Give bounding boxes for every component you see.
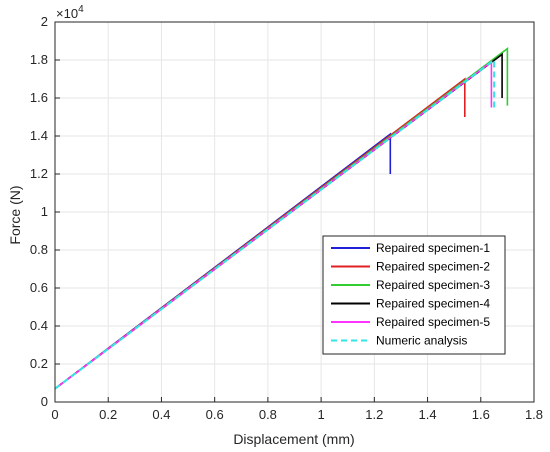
- x-tick-label: 1.6: [472, 407, 490, 422]
- x-tick-label: 0.8: [259, 407, 277, 422]
- legend: Repaired specimen-1 Repaired specimen-2 Re…: [322, 235, 506, 355]
- x-axis-label: Displacement (mm): [233, 431, 354, 447]
- x-tick-label: 1.2: [365, 407, 383, 422]
- y-tick-label: 1.6: [30, 90, 48, 105]
- series-line-6: [54, 58, 496, 390]
- legend-entry-label: Repaired specimen-1: [376, 241, 490, 255]
- legend-box: [322, 235, 506, 355]
- x-tick-label: 0.4: [152, 407, 170, 422]
- legend-entry-label: Repaired specimen-3: [376, 278, 490, 292]
- y-axis-exponent: ×104: [56, 4, 84, 21]
- y-axis-label: Force (N): [7, 185, 23, 244]
- x-tick-label: 1.4: [419, 407, 437, 422]
- y-tick-label: 2: [41, 14, 48, 29]
- y-tick-label: 0.2: [30, 356, 48, 371]
- y-tick-label: 1.4: [30, 128, 48, 143]
- y-tick-label: 1.8: [30, 52, 48, 67]
- y-tick-label: 1.2: [30, 166, 48, 181]
- x-tick-label: 1.8: [525, 407, 543, 422]
- legend-entry-label: Repaired specimen-4: [376, 297, 490, 311]
- y-axis-ticks: 0 0.2 0.4 0.6 0.8 1 1.2 1.4 1.6 1.8 2: [30, 14, 60, 409]
- y-tick-label: 0.4: [30, 318, 48, 333]
- legend-entry-label: Repaired specimen-5: [376, 315, 490, 329]
- y-tick-label: 0.8: [30, 242, 48, 257]
- legend-entry-label: Numeric analysis: [376, 334, 467, 348]
- legend-entry-label: Repaired specimen-2: [376, 260, 490, 274]
- x-tick-label: 0.2: [99, 407, 117, 422]
- x-axis-ticks: 0 0.2 0.4 0.6 0.8 1 1.2 1.4 1.6 1.8: [51, 397, 543, 422]
- series-layer: [54, 46, 509, 390]
- x-tick-label: 0.6: [206, 407, 224, 422]
- y-tick-label: 0: [41, 394, 48, 409]
- y-tick-label: 0.6: [30, 280, 48, 295]
- x-tick-label: 1: [317, 407, 324, 422]
- x-tick-label: 0: [51, 407, 58, 422]
- y-tick-label: 1: [41, 204, 48, 219]
